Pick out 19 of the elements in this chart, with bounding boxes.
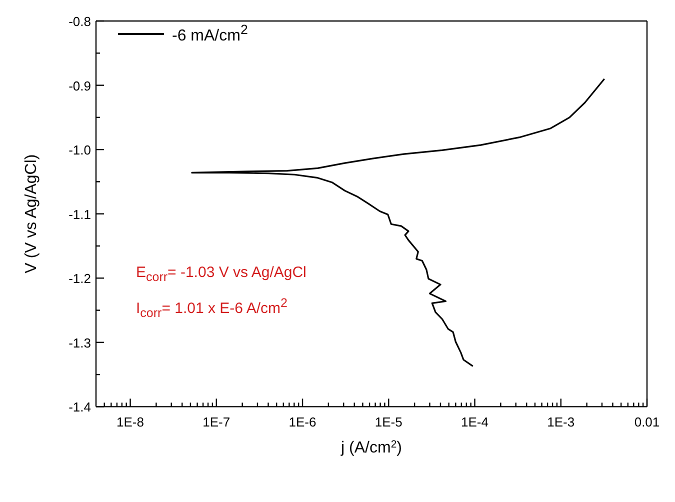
x-tick-label: 1E-8 [116,414,144,430]
y-tick-label: -0.8 [68,14,91,29]
x-tick-label: 1E-3 [547,414,575,430]
annotation: I$_{corr}$= 1.01 x E-6 A/cm$^{2}$ [136,296,288,320]
y-tick-label: -1.1 [68,206,91,222]
x-tick-label: 1E-4 [461,414,488,430]
x-tick-label: 1E-7 [202,414,230,430]
y-tick-label: -1.4 [68,400,91,415]
y-tick-label: -1.2 [68,271,91,286]
y-tick-label: -0.9 [68,78,91,94]
y-tick-label: -1.3 [68,335,91,350]
legend-label: -6 mA/cm$^{2}$ [172,22,248,46]
y-tick-label: -1.0 [68,142,91,158]
annotation: E$_{corr}$= -1.03 V vs Ag/AgCl [136,264,306,284]
x-tick-label: 1E-6 [288,414,316,430]
x-tick-label: 1E-5 [374,414,402,430]
y-axis-title: V (V vs Ag/AgCl) [23,154,40,274]
x-tick-label: 0.01 [634,414,660,430]
x-axis-title: j (A/cm$^{2}$) [340,439,402,457]
